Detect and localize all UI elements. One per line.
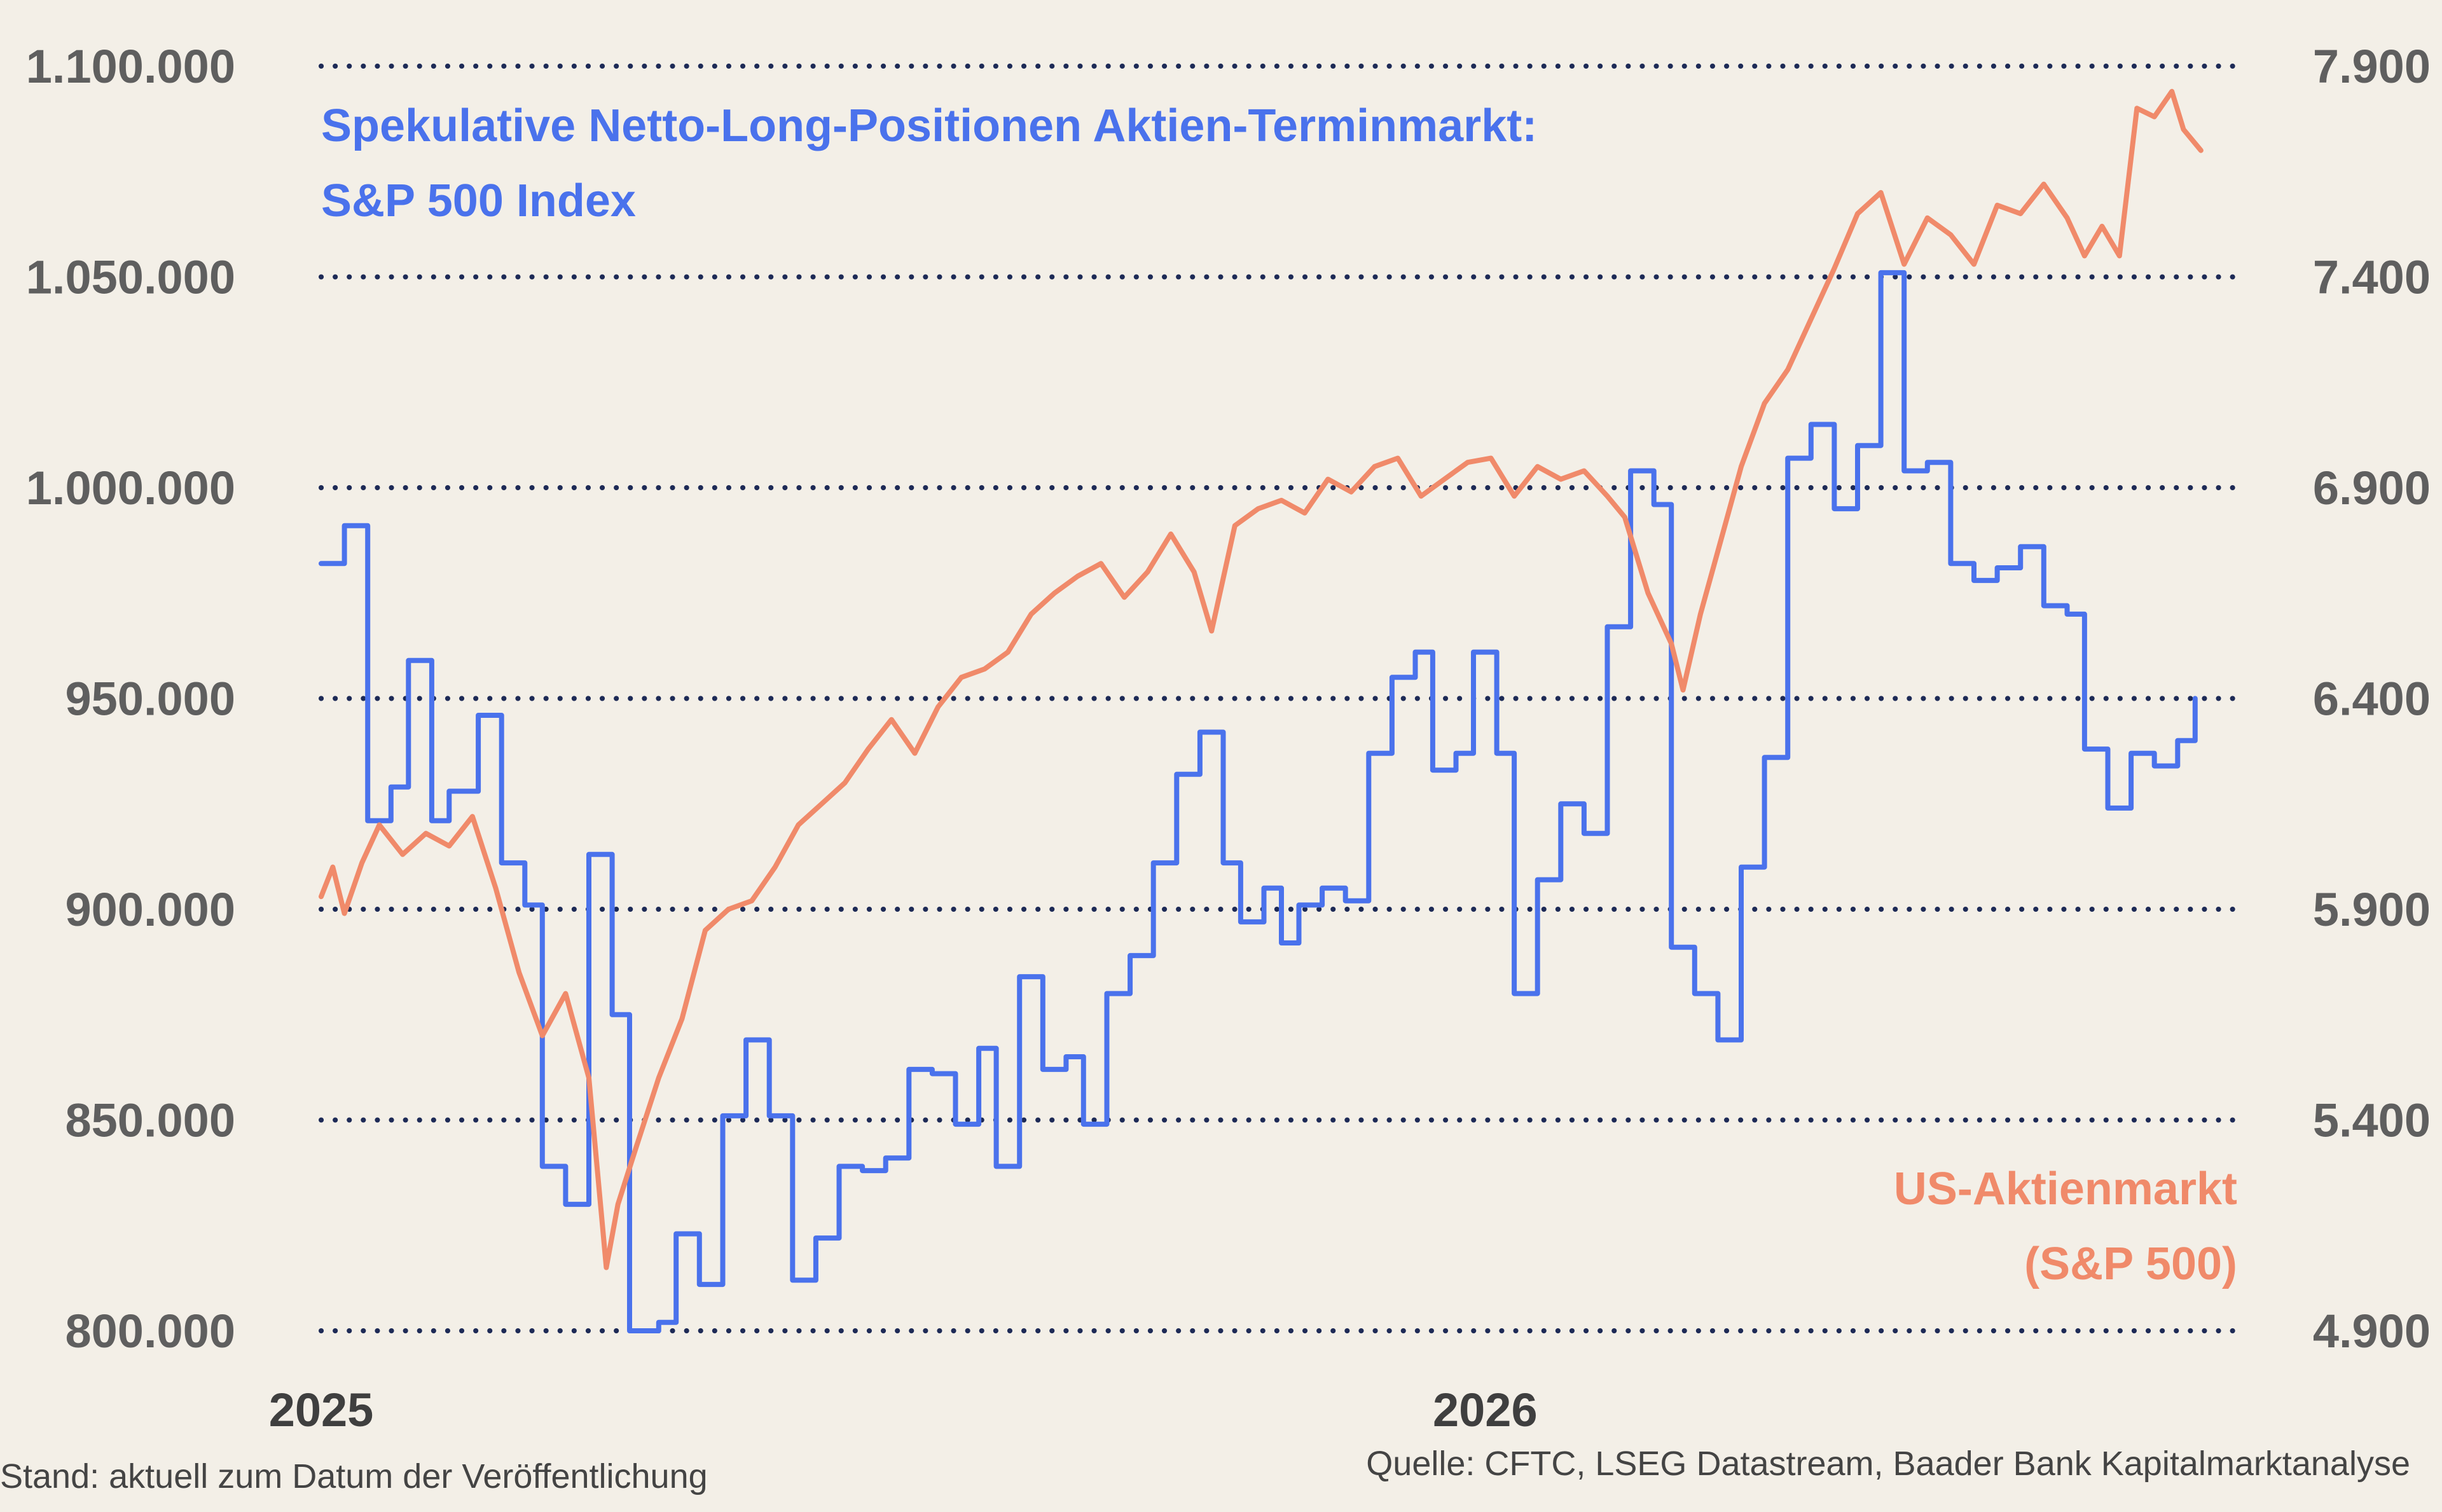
sp500-series-label-line2: (S&P 500) bbox=[2024, 1239, 2237, 1289]
left-tick-label: 1.100.000 bbox=[26, 40, 235, 93]
left-tick-label: 1.000.000 bbox=[26, 462, 235, 514]
left-tick-label: 800.000 bbox=[66, 1305, 236, 1357]
right-tick-label: 6.400 bbox=[2313, 673, 2431, 725]
right-tick-label: 5.400 bbox=[2313, 1094, 2431, 1147]
footer-left: Stand: aktuell zum Datum der Veröffentli… bbox=[0, 1457, 708, 1495]
footer-right: Quelle: CFTC, LSEG Datastream, Baader Ba… bbox=[1366, 1445, 2410, 1483]
right-axis-tick-labels: 4.900 5.400 5.900 6.400 6.900 7.400 7.900 bbox=[2313, 40, 2431, 1357]
left-tick-label: 950.000 bbox=[66, 673, 236, 725]
x-tick-label: 2025 bbox=[269, 1384, 374, 1436]
left-axis-tick-labels: 800.000 850.000 900.000 950.000 1.000.000 1.0… bbox=[26, 40, 235, 1357]
right-tick-label: 5.900 bbox=[2313, 883, 2431, 936]
x-tick-label: 2026 bbox=[1433, 1384, 1538, 1436]
right-tick-label: 4.900 bbox=[2313, 1305, 2431, 1357]
right-tick-label: 7.900 bbox=[2313, 40, 2431, 93]
sp500-series-line bbox=[319, 88, 2204, 1270]
x-axis-tick-labels: 2025 2026 bbox=[269, 1384, 1538, 1436]
left-tick-label: 900.000 bbox=[66, 883, 236, 936]
right-tick-label: 6.900 bbox=[2313, 462, 2431, 514]
left-tick-label: 850.000 bbox=[66, 1094, 236, 1147]
grid-lines bbox=[319, 64, 2244, 1333]
series-lines bbox=[319, 88, 2204, 1333]
left-tick-label: 1.050.000 bbox=[26, 251, 235, 304]
right-tick-label: 7.400 bbox=[2313, 251, 2431, 304]
net-long-positions-series-line bbox=[319, 270, 2198, 1333]
sp500-series-label-line1: US-Aktienmarkt bbox=[1894, 1164, 2237, 1214]
chart-title-line2: S&P 500 Index bbox=[321, 175, 636, 226]
chart-title-line1: Spekulative Netto-Long-Positionen Aktien… bbox=[321, 100, 1537, 151]
